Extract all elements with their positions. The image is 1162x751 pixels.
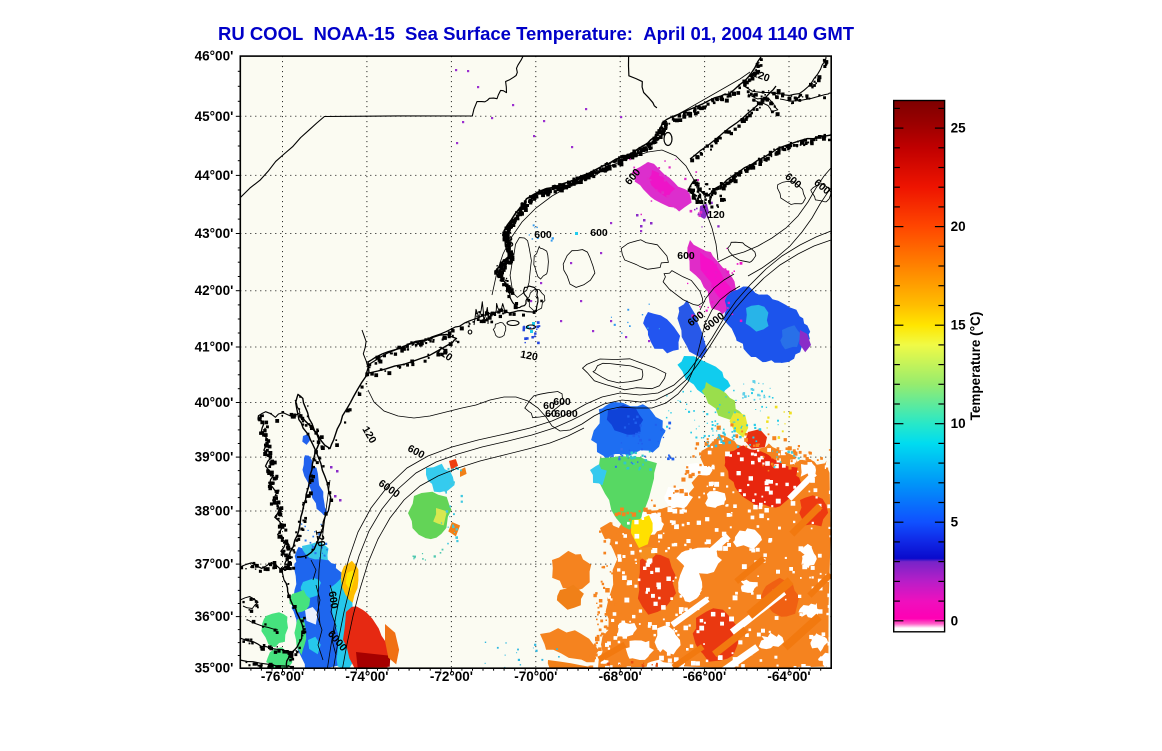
svg-text:120: 120 <box>707 209 725 221</box>
svg-text:-70°00': -70°00' <box>514 669 557 684</box>
svg-text:20: 20 <box>951 219 966 234</box>
svg-text:600: 600 <box>326 590 340 609</box>
svg-text:600: 600 <box>677 250 695 262</box>
svg-text:38°00': 38°00' <box>195 504 234 519</box>
svg-text:-72°00': -72°00' <box>430 669 473 684</box>
svg-text:45°00': 45°00' <box>195 109 234 124</box>
svg-text:36°00': 36°00' <box>195 609 234 624</box>
svg-text:40°00': 40°00' <box>195 395 234 410</box>
svg-text:41°00': 41°00' <box>195 340 234 355</box>
svg-text:46°00': 46°00' <box>195 49 234 64</box>
svg-text:15: 15 <box>951 318 967 333</box>
svg-text:-74°00': -74°00' <box>345 669 388 684</box>
svg-text:-64°00': -64°00' <box>767 669 810 684</box>
svg-text:120: 120 <box>751 67 772 84</box>
svg-text:600: 600 <box>534 229 552 241</box>
svg-text:0: 0 <box>951 613 959 628</box>
svg-text:43°00': 43°00' <box>195 226 234 241</box>
svg-text:600: 600 <box>553 396 571 408</box>
svg-text:600: 600 <box>590 227 608 239</box>
svg-text:-66°00': -66°00' <box>683 669 726 684</box>
svg-text:37°00': 37°00' <box>195 557 234 572</box>
svg-text:35°00': 35°00' <box>195 661 234 676</box>
svg-text:60: 60 <box>545 408 557 420</box>
svg-text:RU COOL NOAA-15 Sea Surface: RU COOL NOAA-15 Sea Surface Temperature:… <box>218 23 855 44</box>
svg-text:42°00': 42°00' <box>195 283 234 298</box>
svg-text:6000: 6000 <box>554 408 578 420</box>
svg-text:5: 5 <box>951 515 959 530</box>
svg-text:-76°00': -76°00' <box>261 669 304 684</box>
svg-text:10: 10 <box>951 416 966 431</box>
svg-text:60: 60 <box>543 400 555 412</box>
svg-text:120: 120 <box>519 349 538 364</box>
svg-text:44°00': 44°00' <box>195 168 234 183</box>
svg-text:-68°00': -68°00' <box>599 669 642 684</box>
svg-text:120: 120 <box>313 528 328 547</box>
svg-text:120: 120 <box>501 229 516 248</box>
svg-text:25: 25 <box>951 121 967 136</box>
svg-text:39°00': 39°00' <box>195 450 234 465</box>
svg-text:Temperature (°C): Temperature (°C) <box>968 312 983 421</box>
